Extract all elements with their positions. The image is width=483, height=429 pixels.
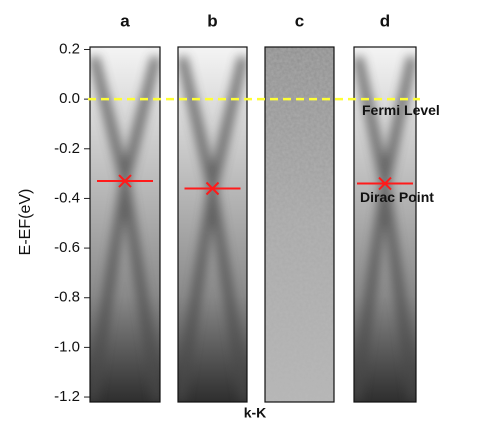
panel-frame <box>177 46 248 403</box>
panel-frame <box>264 46 335 403</box>
arpes-panel <box>90 47 160 402</box>
y-tick-label: -1.0 <box>54 338 80 355</box>
x-axis-label: k-K <box>244 405 267 421</box>
y-tick-label: -0.4 <box>54 189 80 206</box>
panel-frame <box>353 46 417 403</box>
panel-label: a <box>120 11 130 30</box>
annotation: Dirac Point <box>360 189 434 205</box>
y-tick-label: -1.2 <box>54 388 80 405</box>
dirac-marker <box>378 176 392 191</box>
y-tick-label: -0.8 <box>54 289 80 306</box>
y-tick-label: -0.6 <box>54 239 80 256</box>
y-axis-label: E-EF(eV) <box>17 189 34 256</box>
panel-frame <box>89 46 161 403</box>
arpes-panel <box>265 47 334 402</box>
panel-label: d <box>380 11 390 30</box>
y-tick-label: 0.0 <box>59 90 80 107</box>
dirac-marker <box>118 174 132 188</box>
panel-label: c <box>295 11 304 30</box>
y-tick-label: -0.2 <box>54 140 80 157</box>
y-tick-label: 0.2 <box>59 40 80 57</box>
panel-label: b <box>207 11 217 30</box>
arpes-panel <box>178 47 247 402</box>
dirac-marker <box>205 181 220 196</box>
annotation: Fermi Level <box>362 102 440 118</box>
